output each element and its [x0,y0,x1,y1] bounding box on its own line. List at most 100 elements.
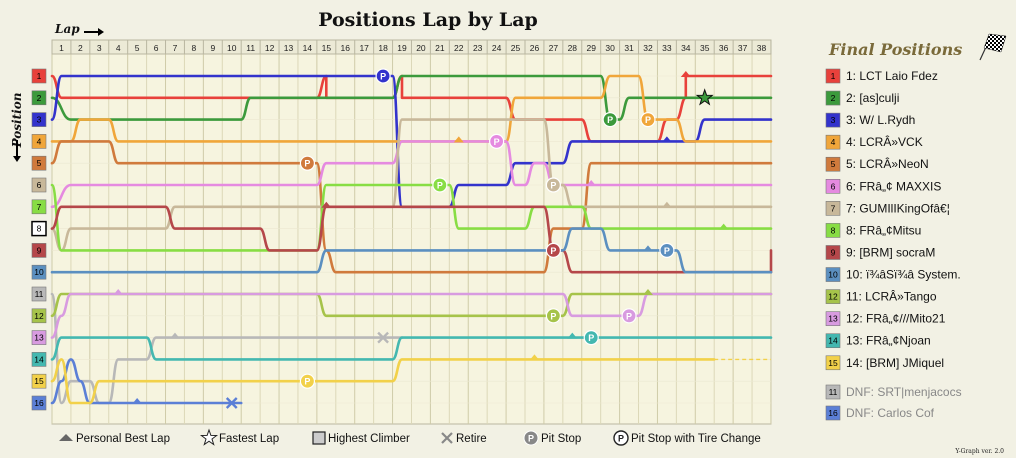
lap-tick-label: 38 [757,43,767,53]
start-position-label: 2 [37,93,42,103]
pit-stop-marker [602,111,618,128]
lap-tick-label: 13 [284,43,294,53]
start-position-box [31,68,47,84]
final-position-box [825,112,841,128]
final-position-box [825,134,841,150]
start-position-label: 8 [37,224,42,234]
legend: Personal Best Lap Fastest Lap Highest Clim… [59,428,761,446]
position-line [50,74,773,121]
version-label: Y-Graph ver. 2.0 [954,448,1004,455]
retire-icon [441,432,453,444]
start-position-box [31,373,47,389]
lap-tick-label: 26 [530,43,540,53]
start-position-label: 13 [34,333,44,343]
lap-tick-label: 21 [435,43,445,53]
position-line [50,74,773,143]
pit-stop-marker [659,242,675,258]
start-position-label: 12 [34,311,44,321]
lap-tick-label: 33 [662,43,672,53]
position-line [50,358,243,405]
checkered-flag-icon [979,33,1007,61]
start-position-label: 5 [37,158,42,168]
start-position-box [31,330,47,345]
lap-tick-label: 4 [116,43,121,53]
lap-tick-label: 28 [568,43,578,53]
final-positions-list: 1 1: LCT Laio Fdez 2 2: [as]culji 3 3: W/ L.R… [825,68,962,421]
lap-tick-label: 25 [511,43,521,53]
start-position-label: 4 [37,136,42,146]
final-position-box-label: 3 [831,115,836,125]
fastest-lap-marker [695,88,714,106]
lap-tick-label: 16 [341,43,351,53]
final-position-entry: 4: LCRÂ»VCK [846,134,923,149]
final-position-entry: 5: LCRÂ»NeoN [846,156,929,171]
pit-stop-glyph: P [550,311,556,321]
start-position-label: 6 [37,180,42,190]
fastest-lap-icon [199,428,219,446]
legend-climber: Highest Climber [328,433,410,445]
final-position-entry: 6: FRâ„¢ MAXXIS [846,179,941,193]
personal-best-lap-marker [680,71,691,77]
lap-tick-label: 14 [303,43,313,53]
final-position-box-label: 4 [831,137,836,147]
pit-stop-glyph: P [645,115,651,125]
start-position-box [31,395,47,411]
position-line [50,74,773,209]
final-position-box-label: 1 [831,71,836,81]
position-lines [50,74,773,405]
final-position-entry: 9: [BRM] socraM [846,245,935,259]
final-position-entry: 2: [as]culji [846,91,899,105]
final-position-entry: 1: LCT Laio Fdez [846,69,938,83]
pit-stop-marker [299,373,316,389]
pit-stop-marker [489,133,505,149]
lap-tick-label: 2 [78,43,83,53]
personal-best-lap-marker [567,332,578,339]
final-position-box [825,156,841,172]
lap-tick-label: 7 [173,43,178,53]
final-position-box [825,289,841,304]
start-position-label: 15 [34,376,44,386]
lap-tick-label: 35 [700,43,710,53]
chart-title: Positions Lap by Lap [318,9,538,31]
lap-tick-label: 19 [397,43,407,53]
position-line [50,74,773,143]
final-position-box-label: 15 [828,358,838,368]
pit-stop-glyph: P [494,137,500,147]
lap-tick-label: 8 [192,43,197,53]
pit-stop-marker [621,308,637,324]
lap-tick-label: 23 [473,43,483,53]
final-position-box [825,201,841,216]
start-position-label: 10 [34,267,44,277]
start-position-box [31,199,47,215]
final-position-box [825,355,841,371]
pit-stop-marker [545,242,561,258]
final-position-box-label: 16 [828,408,838,418]
lap-tick-label: 6 [154,43,159,53]
lap-tick-label: 12 [265,43,275,53]
start-position-box [31,90,47,106]
personal-best-lap-marker [661,201,672,208]
lap-tick-label: 10 [227,43,237,53]
pit-stop-icon-glyph: P [528,434,534,444]
lap-tick-label: 37 [738,43,748,53]
personal-best-lap-marker [718,223,729,230]
pit-stop-glyph: P [607,115,613,125]
lap-tick-label: 36 [719,43,729,53]
legend-personal-best: Personal Best Lap [76,433,170,445]
final-position-box-label: 2 [831,93,836,103]
personal-best-lap-marker [529,354,540,361]
pit-stop-glyph: P [664,246,670,256]
start-position-label: 14 [34,354,44,364]
pit-stop-glyph: P [588,333,594,343]
personal-best-lap-marker [321,201,332,208]
personal-best-lap-marker [113,289,124,295]
lap-tick-label: 24 [492,43,502,53]
lap-tick-label: 11 [246,43,255,53]
position-line [50,140,773,209]
personal-best-icon [59,434,73,441]
pit-stop-marker [545,308,561,324]
final-position-box [825,384,841,400]
y-axis-arrow-icon [13,140,21,162]
